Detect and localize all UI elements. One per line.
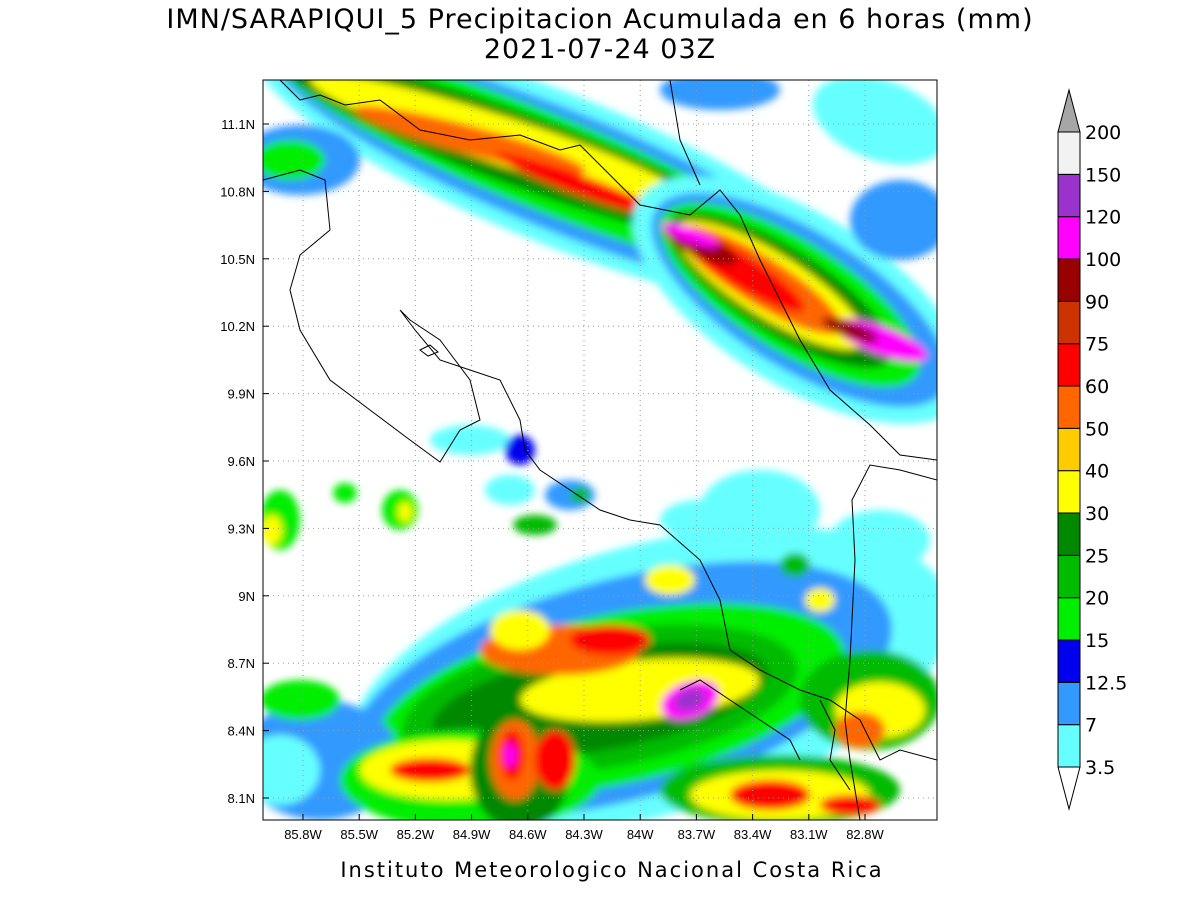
precip-contour [812, 80, 937, 165]
colorbar-swatch [1057, 554, 1081, 599]
colorbar-label: 40 [1085, 461, 1109, 483]
x-tick-label: 82.8W [846, 827, 884, 842]
colorbar-label: 3.5 [1085, 757, 1115, 779]
precip-contour [263, 515, 282, 545]
y-tick-label: 10.2N [220, 319, 255, 334]
coastlines [263, 80, 937, 820]
y-tick-label: 11.1N [221, 117, 255, 132]
colorbar-label: 150 [1085, 164, 1121, 186]
precip-contour [660, 80, 780, 110]
x-tick-label: 85.2W [397, 827, 435, 842]
colorbar-swatch [1057, 639, 1081, 683]
colorbar-over [1057, 88, 1081, 133]
precip-contour [495, 152, 665, 218]
precip-contour [490, 610, 550, 650]
precip-contour [645, 565, 695, 595]
precip-contour [390, 758, 470, 782]
colorbar-label: 60 [1085, 376, 1109, 398]
colorbar-swatch [1057, 131, 1081, 175]
plot-frame [262, 79, 938, 821]
precip-contour [485, 475, 535, 505]
y-tick-label: 8.4N [228, 724, 255, 739]
grid [263, 80, 937, 820]
precip-contour [430, 425, 510, 455]
colorbar-label: 7 [1085, 715, 1097, 737]
x-tick-label: 83.4W [734, 827, 772, 842]
precip-contour [835, 712, 885, 748]
x-tick-label: 84.9W [453, 827, 491, 842]
x-tick-label: 84.6W [509, 827, 547, 842]
y-tick-label: 10.5N [220, 252, 255, 267]
colorbar-label: 15 [1085, 630, 1109, 652]
subtitle: 2021-07-24 03Z [484, 34, 716, 65]
colorbar-swatch [1057, 597, 1081, 641]
y-tick-label: 8.7N [228, 656, 255, 671]
precip-contour [513, 515, 557, 535]
colorbar-swatch [1057, 681, 1081, 726]
precip-contour [570, 487, 590, 503]
precip-contour [674, 689, 706, 711]
colorbar-swatch [1057, 343, 1081, 387]
precip-contour [263, 735, 320, 805]
colorbar-label: 30 [1085, 503, 1109, 525]
colorbar-label: 120 [1085, 207, 1121, 229]
footer: Instituto Meteorologico Nacional Costa R… [340, 858, 883, 882]
precip-contour [504, 743, 516, 767]
x-tick-label: 85.5W [340, 827, 378, 842]
colorbar-swatch [1057, 258, 1081, 302]
precip-contour [805, 588, 835, 612]
colorbar-label: 200 [1085, 122, 1121, 144]
y-tick-label: 9N [238, 589, 255, 604]
precip-contour [821, 317, 879, 343]
precip-contour [850, 180, 937, 260]
precip-contour [263, 140, 325, 180]
precip-contour [333, 483, 357, 503]
colorbar-label: 90 [1085, 291, 1109, 313]
colorbar-label: 50 [1085, 418, 1109, 440]
y-tick-label: 10.8N [220, 184, 255, 199]
y-tick-label: 9.6N [228, 454, 255, 469]
x-tick-label: 85.8W [284, 827, 322, 842]
colorbar-swatch [1057, 427, 1081, 472]
colorbar-swatch [1057, 300, 1081, 345]
colorbar-label: 100 [1085, 249, 1121, 271]
colorbar-swatch [1057, 385, 1081, 429]
precip-contour [661, 222, 719, 248]
precip-contour [730, 780, 810, 810]
y-tick-label: 9.3N [228, 521, 255, 536]
precip-contour [780, 553, 810, 577]
precip-contour [505, 435, 535, 465]
colorbar-swatch [1057, 216, 1081, 260]
title: IMN/SARAPIQUI_5 Precipitacion Acumulada … [166, 4, 1033, 35]
x-tick-label: 84W [627, 827, 654, 842]
precip-contour [570, 625, 650, 655]
colorbar-under [1057, 766, 1081, 811]
colorbar-swatch [1057, 512, 1081, 556]
colorbar: 3.5 7 12.5 15 20 25 30 40 50 60 75 90 100 120 150 200 [1057, 88, 1127, 811]
precip-contour [263, 680, 340, 720]
colorbar-label: 25 [1085, 545, 1109, 567]
colorbar-swatch [1057, 724, 1081, 768]
colorbar-label: 12.5 [1085, 672, 1127, 694]
colorbar-label: 20 [1085, 588, 1109, 610]
precip-contour [535, 730, 575, 790]
x-tick-label: 84.3W [565, 827, 603, 842]
colorbar-swatch [1057, 470, 1081, 514]
precip-contour [398, 502, 412, 522]
colorbar-label: 75 [1085, 334, 1109, 356]
y-tick-label: 9.9N [228, 387, 255, 402]
y-tick-label: 8.1N [228, 791, 255, 806]
x-tick-label: 83.1W [790, 827, 828, 842]
axis-ticks: 85.8W 85.5W 85.2W 84.9W 84.6W 84.3W 84W 83.7W 83… [220, 117, 884, 842]
x-tick-label: 83.7W [678, 827, 716, 842]
colorbar-swatch [1057, 173, 1081, 218]
